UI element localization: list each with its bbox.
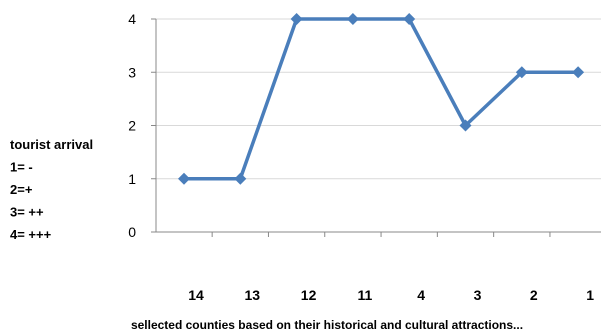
x-category-label: 4 — [417, 287, 425, 303]
x-category-label: 11 — [357, 287, 372, 303]
x-category-label: 2 — [530, 287, 538, 303]
y-axis-label-line: 3= ++ — [10, 205, 44, 220]
y-tick-labels: 0 1 2 3 4 — [128, 11, 136, 240]
y-axis-label-line: 2=+ — [10, 182, 33, 197]
data-point-marker — [346, 13, 359, 25]
data-point-marker — [290, 13, 303, 25]
y-axis-label-line: 4= +++ — [10, 227, 52, 242]
x-category-label: 13 — [245, 287, 261, 303]
data-point-marker — [515, 66, 528, 79]
data-point-marker — [572, 66, 585, 79]
x-category-label: 12 — [301, 287, 317, 303]
y-axis-label-line: 1= - — [10, 160, 33, 175]
y-tick-label: 0 — [128, 224, 136, 240]
x-category-label: 14 — [188, 287, 204, 303]
x-category-label: 3 — [474, 287, 482, 303]
data-point-marker — [403, 13, 416, 25]
y-tick-label: 3 — [128, 64, 136, 80]
y-axis-legend-text: tourist arrival 1= - 2=+ 3= ++ 4= +++ — [10, 137, 93, 242]
data-point-marker — [459, 119, 472, 132]
y-tick-label: 2 — [128, 118, 136, 134]
series-line — [184, 17, 579, 181]
y-axis-label-line: tourist arrival — [10, 137, 93, 152]
x-axis-label: sellected counties based on their histor… — [131, 318, 523, 332]
series-group — [178, 13, 585, 185]
data-point-marker — [234, 172, 247, 185]
axes — [151, 18, 601, 237]
x-category-labels: 14 13 12 11 4 3 2 1 — [188, 287, 594, 303]
x-category-label: 1 — [586, 287, 594, 303]
y-tick-label: 1 — [128, 171, 136, 187]
gridlines — [156, 18, 601, 180]
data-point-marker — [178, 172, 190, 185]
y-tick-label: 4 — [128, 11, 136, 27]
